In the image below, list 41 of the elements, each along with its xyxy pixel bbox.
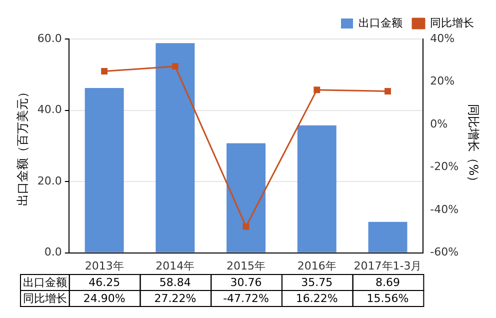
bar (297, 125, 336, 252)
x-tick-label: 2017年1-3月 (354, 259, 422, 272)
y-tick-label: 60.0 (37, 32, 62, 45)
legend-label: 出口金额 (358, 16, 402, 30)
point (384, 88, 391, 94)
data-label: 27.22% (154, 292, 196, 305)
x-tick-label: 2013年 (84, 259, 124, 272)
text: 同比增长 (23, 292, 67, 305)
x-tick-label: 2014年 (156, 259, 195, 272)
y-tick-label: 20.0 (37, 174, 62, 188)
y2-tick-label: -40% (430, 202, 459, 216)
data-label: 30.76 (230, 276, 262, 289)
y2-axis-title: 同比增长（%） (466, 104, 481, 188)
y-axis-title: 出口金额（百万美元） (15, 86, 30, 206)
point (314, 86, 320, 94)
text: 出口金额 (23, 276, 67, 289)
data-label: -47.72% (223, 292, 269, 305)
y2-tick-label: -20% (430, 160, 459, 174)
y-tick-label: 40.0 (37, 103, 62, 116)
y2-tick-label: 0% (430, 117, 448, 130)
x-tick-label: 2015年 (226, 259, 266, 272)
data-label: 8.69 (376, 276, 400, 289)
bar (156, 43, 195, 252)
bar (368, 222, 408, 252)
point (101, 68, 108, 75)
bar (226, 143, 266, 252)
point (242, 223, 250, 230)
y2-tick-label: -60% (430, 246, 459, 259)
data-label: 15.56% (366, 292, 409, 305)
data-label: 35.75 (301, 276, 333, 289)
data-label: 58.84 (159, 276, 191, 289)
y2-tick-label: 20% (430, 74, 455, 88)
y-tick-label: 0.0 (44, 246, 62, 259)
data-label: 24.90% (83, 292, 126, 305)
data-label: 46.25 (88, 276, 120, 289)
x-tick-label: 2016年 (297, 259, 336, 272)
point (172, 63, 178, 70)
data-label: 16.22% (296, 292, 338, 305)
y2-tick-label: 40% (430, 32, 455, 45)
bar (84, 88, 124, 252)
legend-label: 同比增长 (430, 16, 474, 30)
